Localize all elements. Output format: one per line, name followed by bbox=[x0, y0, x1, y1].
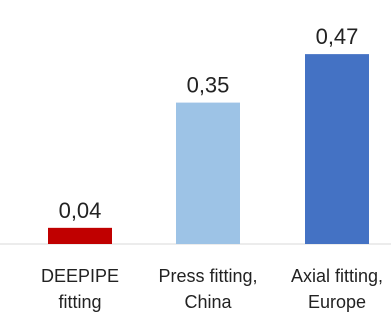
tick-label-3-line-1: Axial fitting, bbox=[291, 266, 383, 286]
bar-3 bbox=[305, 54, 369, 245]
tick-label-1-line-2: fitting bbox=[58, 292, 101, 312]
data-label-2: 0,35 bbox=[187, 73, 230, 98]
tick-label-2-line-2: China bbox=[184, 292, 232, 312]
data-label-3: 0,47 bbox=[316, 24, 359, 49]
tick-label-2-line-1: Press fitting, bbox=[158, 266, 257, 286]
bar-1 bbox=[48, 227, 112, 244]
data-label-1: 0,04 bbox=[59, 198, 102, 223]
tick-label-3-line-2: Europe bbox=[308, 292, 366, 312]
bar-2 bbox=[176, 102, 240, 244]
tick-label-1-line-1: DEEPIPE bbox=[41, 266, 119, 286]
